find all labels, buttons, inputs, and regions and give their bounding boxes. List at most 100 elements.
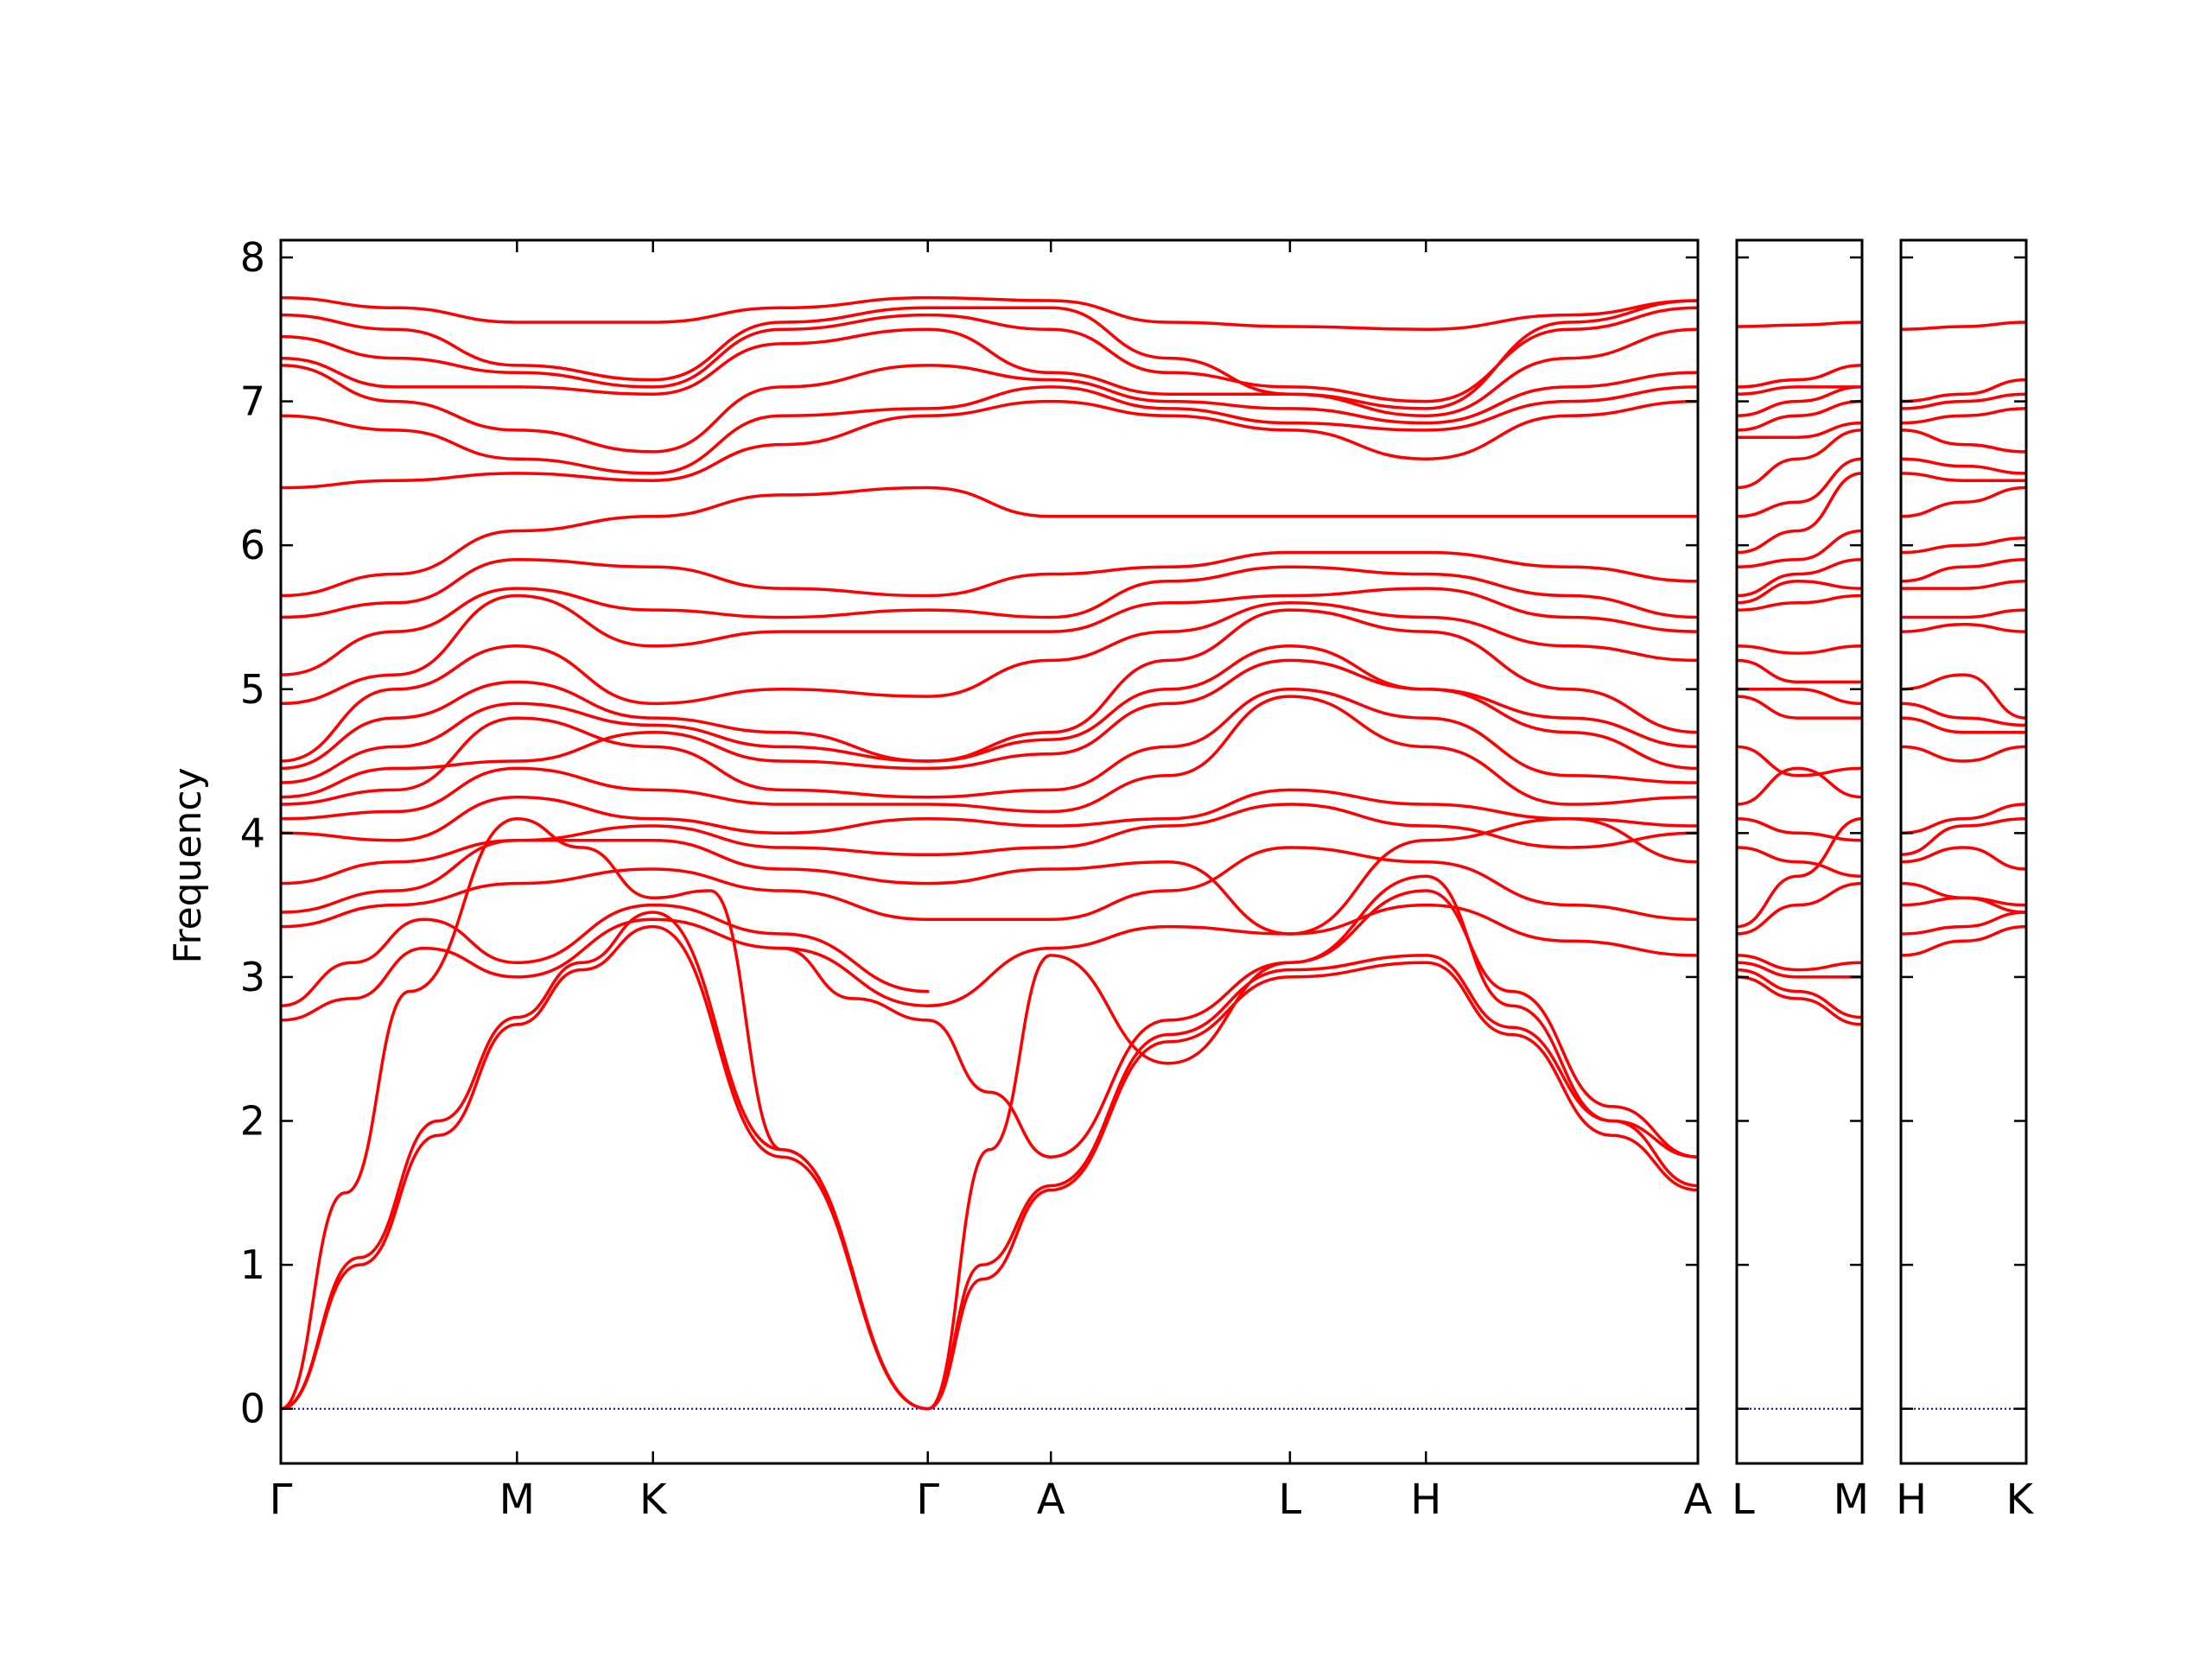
band-line-20 (1737, 457, 1862, 518)
band-line-27 (281, 486, 1698, 598)
band-line-4 (1737, 954, 1862, 972)
band-line-11 (1901, 673, 2026, 720)
band-line-24 (1737, 385, 1862, 417)
band-line-1 (1901, 924, 2026, 957)
band-line-17 (1901, 486, 2026, 518)
band-line-7 (1901, 803, 2026, 835)
band-line-27 (1737, 321, 1862, 328)
x-tick-label-4: Γ (916, 1476, 939, 1524)
panel-frame (1899, 238, 2028, 1465)
band-line-22 (281, 608, 1698, 771)
band-line-3 (281, 816, 519, 1411)
band-line-14 (1737, 644, 1862, 655)
y-tick-label: 7 (240, 378, 265, 425)
band-line-15 (1737, 593, 1862, 612)
band-line-19 (1737, 472, 1862, 555)
band-line-26 (1737, 364, 1862, 389)
band-line-17 (281, 788, 1698, 842)
band-line-11 (281, 917, 930, 1022)
band-line-13 (1901, 608, 2026, 619)
band-line-14 (281, 846, 1698, 929)
band-line-2 (1737, 968, 1862, 1019)
band-line-12 (1737, 688, 1862, 706)
band-line-18 (1901, 472, 2026, 482)
band-line-8 (926, 954, 1698, 1411)
band-line-32 (281, 306, 1698, 403)
band-line-22 (1901, 392, 2026, 410)
band-line-31 (281, 327, 1698, 417)
band-line-7 (926, 961, 1698, 1411)
panel-frame (1735, 238, 1864, 1465)
band-line-5 (1737, 881, 1862, 936)
band-line-21 (1737, 428, 1862, 490)
y-tick-label: 6 (240, 522, 265, 568)
band-line-10 (1737, 745, 1862, 778)
band-line-25 (281, 565, 1698, 676)
band-line-33 (281, 299, 1698, 410)
band-line-10 (1901, 701, 2026, 727)
panel-1: 0 1 2 3 4 5 6 7 8 Γ M K Γ A L H A (240, 234, 1713, 1524)
band-line-24 (281, 587, 1698, 706)
band-line-6 (1737, 816, 1862, 929)
band-line-25 (1737, 385, 1862, 396)
band-line-1 (1737, 975, 1862, 1026)
band-line-21 (1901, 407, 2026, 425)
band-line-20 (1901, 428, 2026, 454)
band-line-18 (1737, 529, 1862, 568)
y-tick-label: 5 (240, 666, 265, 713)
y-tick-label: 2 (240, 1098, 265, 1145)
y-tick-label: 8 (240, 234, 265, 281)
band-line-2 (1901, 911, 2026, 936)
y-tick-label: 0 (240, 1386, 265, 1432)
band-line-6 (1901, 816, 2026, 857)
y-tick-label: 1 (240, 1241, 265, 1288)
band-line-23 (1737, 399, 1862, 432)
band-line-18 (281, 695, 1698, 821)
band-line-19 (281, 688, 1698, 806)
band-line-16 (281, 803, 1698, 885)
band-line-23 (1901, 378, 2026, 403)
band-line-8 (1901, 745, 2026, 763)
band-line-24 (1901, 321, 2026, 332)
x-tick-label-6: L (1279, 1476, 1302, 1524)
x-tick-label-8: A (1684, 1476, 1713, 1524)
band-line-4 (1901, 881, 2026, 907)
band-line-14 (1901, 580, 2026, 590)
band-line-10 (780, 889, 1698, 1158)
band-line-26 (281, 550, 1698, 619)
y-tick-label: 4 (240, 809, 265, 856)
band-series-group (1737, 321, 1862, 1026)
band-line-15 (1901, 558, 2026, 583)
band-line-29 (281, 385, 1698, 475)
band-line-28 (281, 399, 1698, 490)
band-line-9 (1901, 716, 2026, 734)
band-line-9 (1737, 766, 1862, 806)
band-line-5 (1901, 846, 2026, 871)
x-tick-label-1: H (1896, 1476, 1927, 1524)
x-tick-label-5: A (1037, 1476, 1065, 1524)
y-tick-label: 3 (240, 954, 265, 1000)
band-line-23 (281, 601, 1698, 763)
panel-frame (279, 238, 1700, 1465)
band-line-30 (281, 364, 1698, 454)
band-line-17 (1737, 558, 1862, 598)
x-tick-label-2: K (2006, 1476, 2035, 1524)
x-tick-label-2: M (1834, 1476, 1869, 1524)
band-line-3 (1737, 961, 1862, 979)
band-line-21 (281, 644, 1698, 784)
band-series-group (281, 295, 1698, 1411)
band-line-9 (926, 874, 1698, 1411)
band-line-12 (1901, 623, 2026, 633)
band-line-8 (1737, 816, 1862, 842)
band-line-11 (1737, 695, 1862, 720)
y-axis-label: Frequency (166, 767, 210, 963)
x-tick-label-1: Γ (270, 1476, 293, 1524)
x-tick-label-7: H (1410, 1476, 1441, 1524)
band-line-34 (281, 295, 1698, 332)
x-tick-label-1: L (1732, 1476, 1755, 1524)
band-line-6 (515, 816, 930, 1411)
